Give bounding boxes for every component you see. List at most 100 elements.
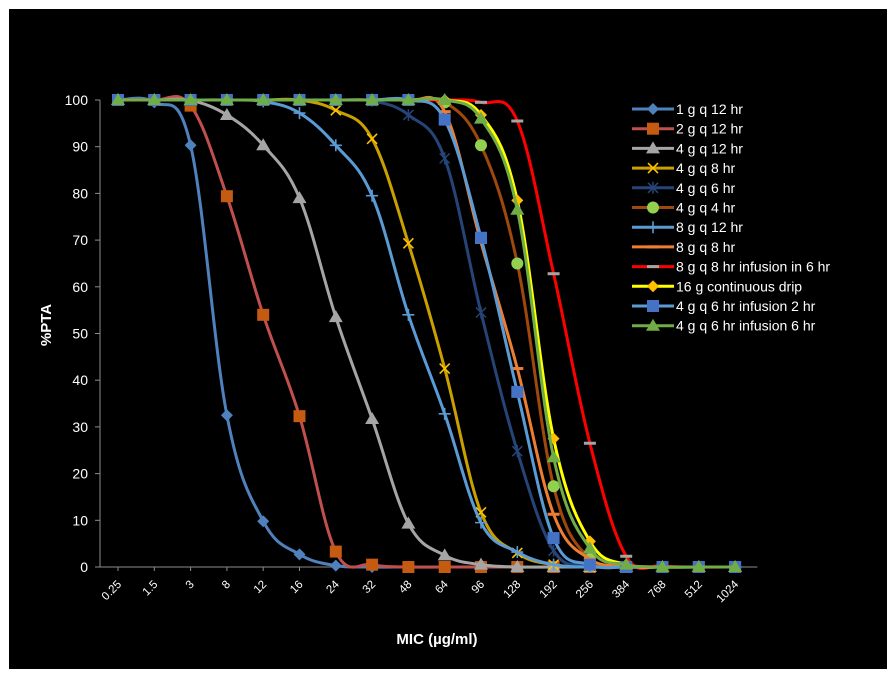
data-point: [691, 560, 706, 572]
legend-label: 16 g continuous drip: [676, 278, 802, 294]
series-10: [112, 94, 742, 573]
data-point: [474, 557, 488, 570]
series-1: [112, 94, 742, 573]
legend-swatch-marker: [647, 181, 659, 194]
x-axis-title: MIC (µg/ml): [396, 631, 477, 648]
series-line: [118, 98, 736, 570]
data-point: [475, 516, 487, 529]
data-point: [256, 138, 271, 151]
legend-swatch-marker: [647, 300, 659, 312]
x-tick-label: 384: [610, 578, 632, 600]
x-tick-label: 1.5: [141, 579, 161, 599]
data-point: [329, 545, 342, 558]
x-tick-label: 3: [184, 579, 197, 592]
legend-item: 8 g q 8 hr infusion in 6 hr: [632, 259, 830, 275]
series-4: [112, 94, 741, 573]
y-tick-label: 100: [65, 92, 89, 108]
data-point: [402, 561, 415, 573]
series-layer: [111, 93, 743, 573]
data-point: [475, 306, 487, 319]
data-point: [547, 272, 560, 276]
y-tick-label: 30: [72, 419, 88, 435]
data-point: [728, 560, 743, 572]
y-tick-label: 20: [72, 466, 88, 482]
data-point: [220, 409, 233, 422]
x-tick-label: 8: [220, 579, 233, 592]
legend-swatch-marker: [647, 280, 659, 293]
y-tick-label: 40: [72, 372, 88, 388]
chart-legend: 1 g q 12 hr 2 g q 12 hr 4 g q 12 hr 4 g q 8…: [632, 101, 830, 334]
data-point: [438, 110, 451, 114]
data-point: [256, 93, 271, 105]
y-tick-label: 90: [72, 139, 88, 155]
legend-item: 1 g q 12 hr: [632, 101, 743, 117]
legend-item: 4 g q 6 hr: [632, 180, 735, 196]
y-axis-title: %PTA: [38, 304, 55, 346]
data-point: [366, 133, 378, 145]
legend-swatch-marker: [646, 141, 660, 154]
data-point: [292, 93, 307, 105]
y-tick-label: 70: [72, 232, 88, 248]
data-point: [184, 139, 197, 152]
legend-item: 4 g q 8 hr: [632, 160, 735, 176]
data-point: [219, 93, 234, 105]
data-point: [293, 107, 306, 120]
data-point: [582, 541, 597, 554]
x-tick-label: 96: [470, 579, 488, 597]
data-point: [402, 108, 414, 121]
data-point: [475, 231, 487, 244]
data-point: [547, 558, 560, 571]
x-tick-label: 64: [433, 578, 451, 596]
data-point: [293, 548, 306, 561]
x-tick-label: 16: [288, 579, 306, 597]
y-tick-label: 60: [72, 279, 88, 295]
data-point: [439, 362, 451, 375]
data-point: [438, 407, 451, 420]
data-point: [511, 257, 524, 270]
data-point: [257, 515, 270, 528]
data-point: [293, 410, 306, 423]
legend-label: 8 g q 8 hr: [676, 239, 735, 255]
x-tick-label: 24: [324, 578, 342, 596]
legend-label: 4 g q 6 hr: [676, 180, 735, 196]
data-point: [330, 104, 342, 116]
data-point: [475, 100, 487, 104]
y-tick-label: 10: [72, 512, 88, 528]
series-12: [111, 93, 743, 572]
y-tick-label: 80: [72, 185, 88, 201]
y-tick-label: 0: [80, 559, 88, 575]
series-line: [118, 98, 736, 569]
legend-label: 4 g q 6 hr infusion 2 hr: [676, 298, 816, 314]
data-point: [401, 516, 416, 529]
data-point: [220, 190, 233, 203]
data-point: [366, 189, 379, 202]
data-point: [257, 308, 270, 321]
data-point: [437, 548, 452, 561]
x-tick-label: 0.25: [100, 579, 124, 603]
legend-item: 4 g q 12 hr: [632, 140, 743, 156]
data-point: [511, 385, 524, 398]
data-point: [328, 93, 343, 105]
data-point: [402, 308, 415, 321]
data-point: [292, 191, 307, 204]
legend-label: 2 g q 12 hr: [676, 121, 743, 137]
data-point: [583, 558, 596, 571]
data-point: [439, 152, 451, 165]
legend-swatch-marker: [647, 265, 659, 269]
legend-label: 4 g q 6 hr infusion 6 hr: [676, 318, 816, 334]
data-point: [111, 93, 125, 105]
legend-label: 8 g q 12 hr: [676, 219, 743, 235]
series-2: [112, 94, 742, 573]
x-tick-label: 12: [252, 579, 270, 597]
x-tick-label: 192: [538, 579, 560, 601]
data-point: [511, 445, 523, 458]
data-point: [147, 93, 162, 105]
data-point: [438, 561, 451, 573]
series-5: [112, 94, 741, 573]
data-point: [437, 93, 452, 105]
data-point: [401, 93, 416, 105]
data-point: [655, 560, 670, 572]
data-point: [511, 546, 524, 559]
legend-label: 1 g q 12 hr: [676, 101, 743, 117]
